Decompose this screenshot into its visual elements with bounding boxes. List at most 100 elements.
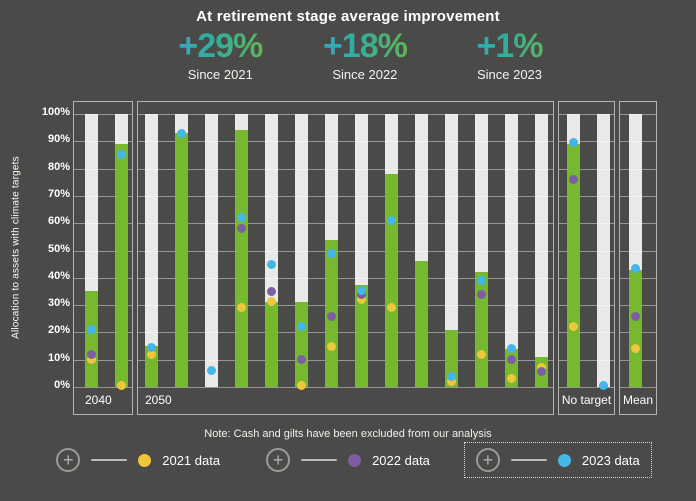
gridline xyxy=(620,141,656,143)
bar-fill xyxy=(235,130,248,387)
legend-dot-2022 xyxy=(348,453,362,467)
section-label: 2050 xyxy=(145,393,172,407)
gridline xyxy=(559,195,614,197)
gridline xyxy=(620,195,656,197)
gridline xyxy=(559,359,614,361)
y-axis-tick: 50% xyxy=(47,242,70,255)
dot-2023 xyxy=(267,259,276,269)
bar-fill xyxy=(115,144,128,387)
panel-2050: 2050 xyxy=(137,101,554,415)
gridline xyxy=(74,387,132,388)
gridline xyxy=(74,332,132,334)
gridline xyxy=(559,223,614,225)
legend-item-2021[interactable]: +2021 data xyxy=(44,442,232,478)
section-label: Mean xyxy=(622,393,654,407)
gridline xyxy=(138,168,553,170)
dot-2021 xyxy=(237,303,246,313)
bar-fill xyxy=(85,291,98,387)
y-axis-tick: 70% xyxy=(47,187,70,200)
gridline xyxy=(138,141,553,143)
gridline xyxy=(559,250,614,252)
bar-fill xyxy=(355,284,368,387)
gridline xyxy=(559,277,614,279)
dot-2021 xyxy=(357,295,366,305)
y-axis-tick: 10% xyxy=(47,351,70,364)
plus-circle-icon[interactable]: + xyxy=(56,448,81,472)
legend-dash-line xyxy=(301,459,338,461)
dot-2022 xyxy=(477,289,486,299)
dot-2021 xyxy=(507,374,516,384)
panel-2040: 2040 xyxy=(73,101,133,415)
y-axis-tick: 60% xyxy=(47,215,70,228)
dot-2023 xyxy=(207,366,216,376)
dot-2023 xyxy=(447,371,456,381)
dot-2023 xyxy=(387,215,396,225)
gridline xyxy=(74,305,132,307)
dot-2021 xyxy=(631,344,640,354)
legend-dash-line xyxy=(510,459,547,461)
dot-2021 xyxy=(87,355,96,365)
dot-2023 xyxy=(237,213,246,223)
dot-2022 xyxy=(327,311,336,321)
dot-2022 xyxy=(631,311,640,321)
legend-item-2022[interactable]: +2022 data xyxy=(254,442,442,478)
dot-2021 xyxy=(447,377,456,387)
bar-track xyxy=(535,114,548,387)
legend-item-2023[interactable]: +2023 data xyxy=(463,442,652,478)
stat-value-2022: +18% xyxy=(293,28,438,65)
panel-no-target: No target xyxy=(558,101,615,415)
gridline xyxy=(138,305,553,307)
y-axis-tick: 80% xyxy=(47,160,70,173)
y-axis-tick: 0% xyxy=(54,379,70,391)
gridline xyxy=(559,114,614,115)
bar-fill xyxy=(629,269,642,387)
dot-2021 xyxy=(327,341,336,351)
dot-2021 xyxy=(569,322,578,332)
dot-2021 xyxy=(297,381,306,391)
gridline xyxy=(559,332,614,334)
dot-2022 xyxy=(87,349,96,359)
dot-2021 xyxy=(147,349,156,359)
bar-track xyxy=(145,114,158,387)
gridline xyxy=(620,223,656,225)
gridline xyxy=(559,141,614,143)
chart-note: Note: Cash and gilts have been excluded … xyxy=(204,428,492,440)
gridline xyxy=(74,168,132,170)
stat-label-2022: Since 2022 xyxy=(332,66,398,82)
dot-2023 xyxy=(177,128,186,138)
dot-2023 xyxy=(569,138,578,148)
gridline xyxy=(74,359,132,361)
legend-dash-line xyxy=(91,459,128,461)
legend-label: 2022 data xyxy=(372,452,430,468)
y-axis-tick: 100% xyxy=(41,106,70,118)
section-label: 2040 xyxy=(85,393,112,407)
bar-track xyxy=(597,114,610,387)
dot-2023 xyxy=(507,344,516,354)
plus-circle-icon[interactable]: + xyxy=(475,448,500,472)
chart-title: At retirement stage average improvement xyxy=(196,8,500,25)
gridline xyxy=(559,387,614,388)
y-axis-title: Allocation to assets with climate target… xyxy=(10,156,22,339)
bar-fill xyxy=(295,302,308,387)
stat-since-2022: +18% Since 2022 xyxy=(293,28,438,82)
gridline xyxy=(138,332,553,334)
gridline xyxy=(138,114,553,115)
gridline xyxy=(74,223,132,225)
dot-2022 xyxy=(507,355,516,365)
y-axis-tick: 20% xyxy=(47,324,70,337)
gridline xyxy=(138,387,553,388)
gridline xyxy=(620,114,656,115)
legend-dot-2023 xyxy=(557,453,571,467)
dot-2023 xyxy=(327,248,336,258)
gridline xyxy=(138,277,553,279)
gridline xyxy=(620,387,656,388)
legend-label: 2023 data xyxy=(581,452,640,468)
plus-circle-icon[interactable]: + xyxy=(266,448,291,472)
dot-2023 xyxy=(297,322,306,332)
dot-2022 xyxy=(267,286,276,296)
dot-2021 xyxy=(267,296,276,306)
dot-2022 xyxy=(237,224,246,234)
dot-2022 xyxy=(569,175,578,185)
